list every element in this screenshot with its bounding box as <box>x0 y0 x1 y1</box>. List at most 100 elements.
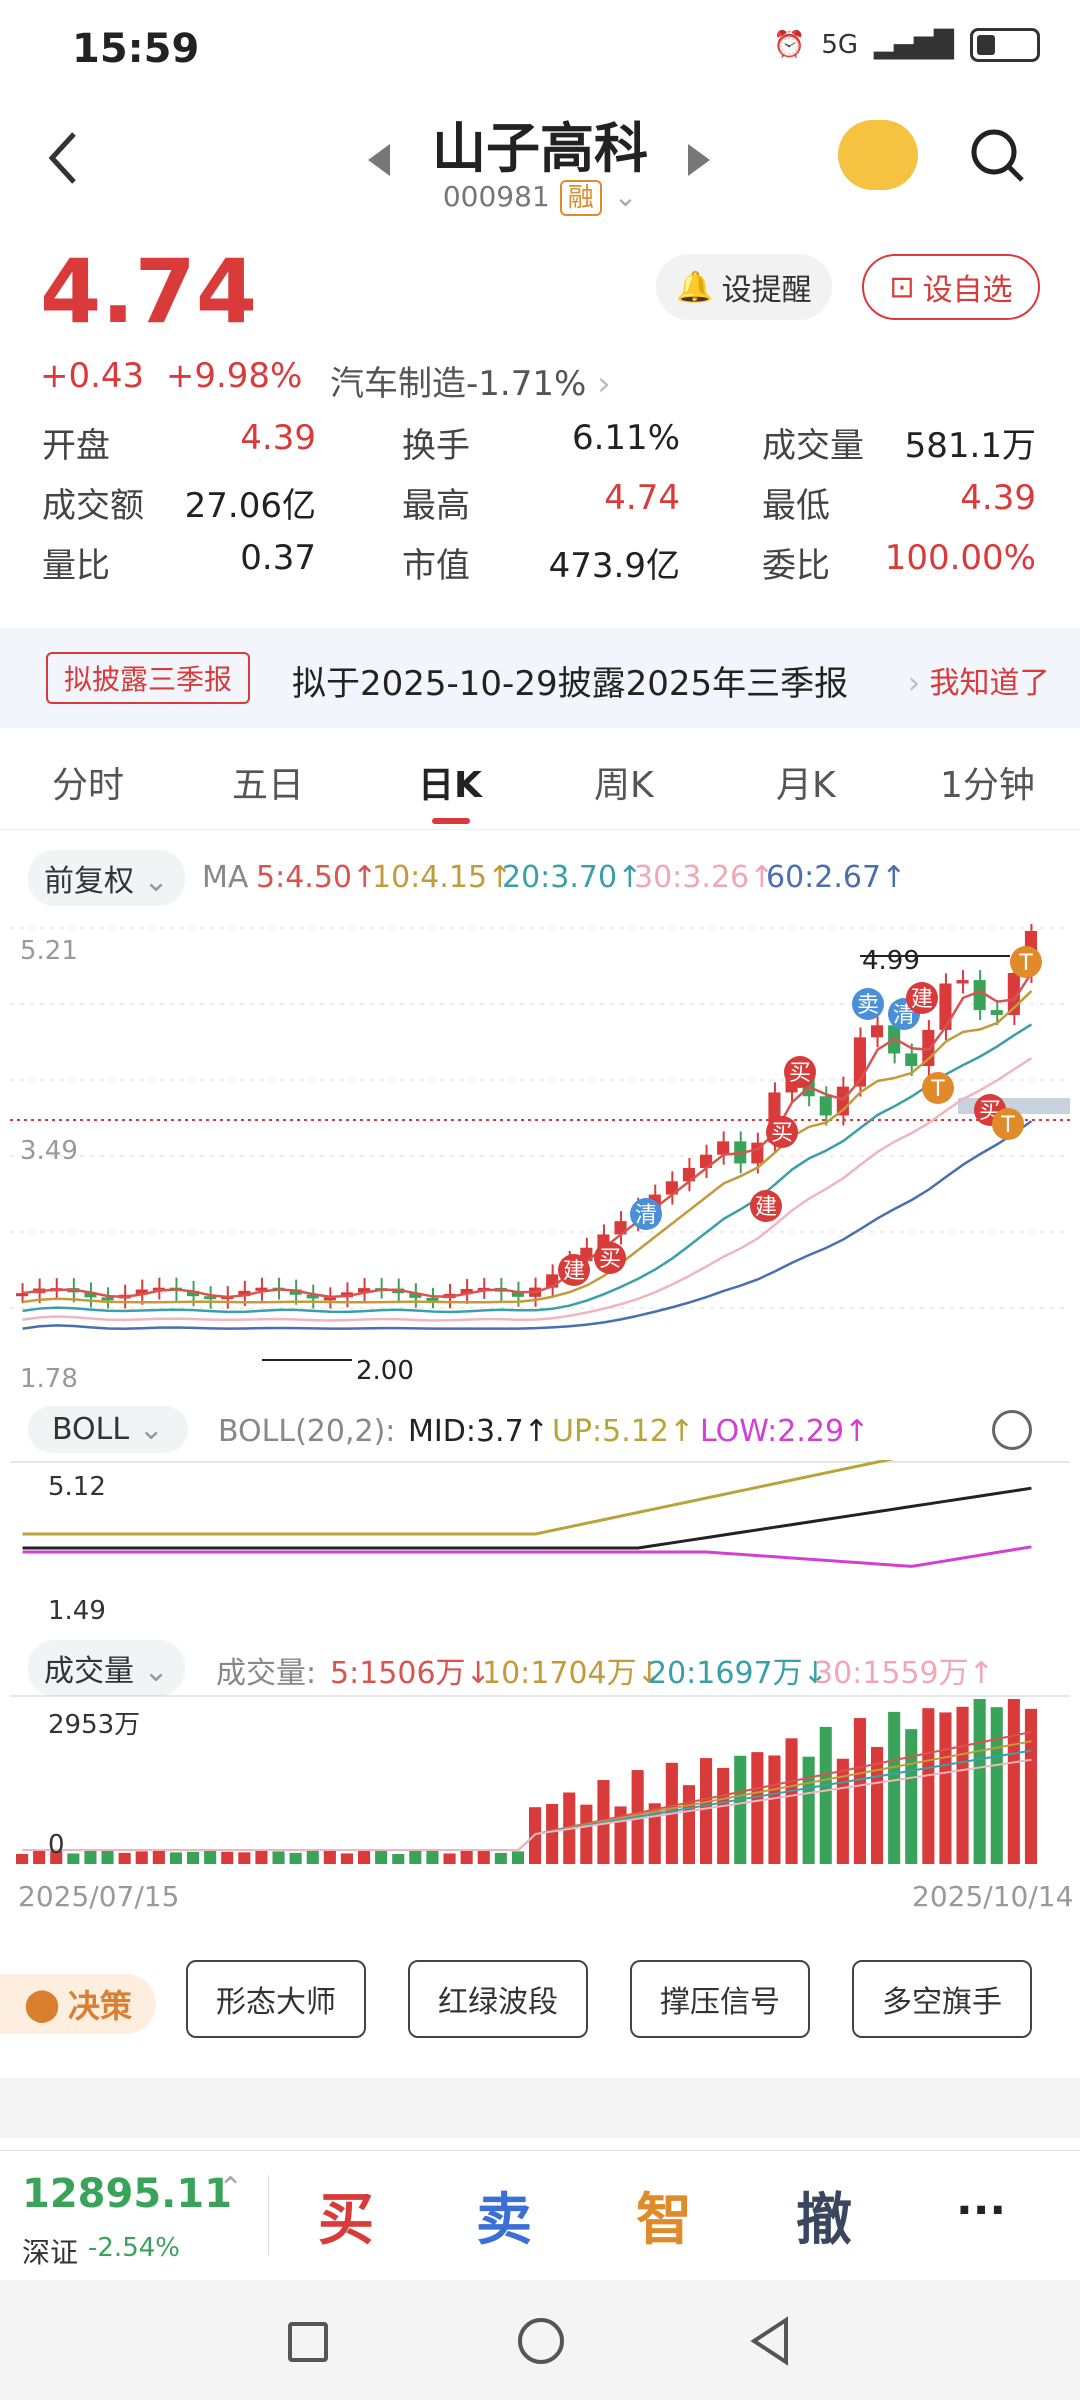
ma10-value: 10:4.15↑ <box>372 860 513 895</box>
tab-minute[interactable]: 1分钟 <box>940 765 1035 806</box>
volume-bar <box>836 1758 849 1864</box>
candle-body <box>358 1288 371 1293</box>
ma-line <box>22 1120 1033 1330</box>
dismiss-link[interactable]: › 我知道了 <box>908 658 1050 702</box>
signal-label: T <box>930 1077 945 1102</box>
recent-apps-icon[interactable] <box>288 2322 328 2362</box>
section-divider <box>0 2078 1080 2138</box>
candle-body <box>409 1293 422 1298</box>
candle-body <box>255 1287 268 1291</box>
candle-body <box>511 1291 524 1297</box>
add-watchlist-button[interactable]: ⊡ 设自选 <box>862 254 1040 320</box>
volume-bar <box>33 1850 46 1864</box>
date-end: 2025/10/14 <box>912 1880 1074 1913</box>
chat-icon: ⊡ <box>889 269 915 305</box>
volume-bar <box>734 1755 747 1864</box>
kline-ytop: 5.21 <box>20 936 78 966</box>
tab-daily-k[interactable]: 日K <box>418 765 482 806</box>
prev-stock-icon[interactable] <box>368 144 390 176</box>
settings-icon[interactable] <box>992 1410 1032 1450</box>
boll-up: UP:5.12↑ <box>552 1414 695 1449</box>
chevron-down-icon[interactable]: ⌄ <box>613 180 638 213</box>
kline-ybot: 1.78 <box>20 1364 78 1394</box>
remind-button[interactable]: 🔔 设提醒 <box>656 254 832 320</box>
back-icon[interactable] <box>44 128 84 188</box>
back-nav-icon[interactable] <box>748 2316 792 2366</box>
status-bar: 15:59 ⏰ 5G ▂▄▆█ <box>0 0 1080 100</box>
sector-link[interactable]: 汽车制造-1.71% › <box>330 356 611 405</box>
boll-ybot: 1.49 <box>48 1596 106 1626</box>
home-icon[interactable] <box>518 2318 564 2364</box>
candle-body <box>990 1010 1003 1015</box>
signal-label: 建 <box>563 1259 585 1284</box>
volume-bar <box>956 1706 969 1864</box>
volume-bar <box>255 1850 268 1864</box>
volume-bar <box>187 1851 200 1864</box>
buy-button[interactable]: 买 <box>318 2188 374 2253</box>
quote-value: 4.39 <box>240 418 316 458</box>
notice-tag: 拟披露三季报 <box>46 652 251 704</box>
volume-bar <box>340 1853 353 1864</box>
signal-marker <box>922 1072 954 1104</box>
signal-label: 卖 <box>857 993 879 1018</box>
boll-legend: BOLL ⌄ BOLL(20,2): MID:3.7↑ UP:5.12↑ LOW… <box>0 1406 1080 1456</box>
chevron-down-icon: ⌄ <box>143 1654 169 1689</box>
volume-bar <box>1007 1699 1020 1864</box>
candle-body <box>238 1290 251 1297</box>
red-green-band-button[interactable]: 红绿波段 <box>408 1960 588 2038</box>
volume-bar <box>785 1738 798 1864</box>
boll-selector[interactable]: BOLL ⌄ <box>28 1406 188 1453</box>
index-pct: -2.54% <box>88 2233 180 2263</box>
chevron-down-icon: ⌄ <box>143 864 169 899</box>
vol10-value: 10:1704万↓ <box>482 1656 662 1691</box>
ma-label: MA <box>202 860 249 895</box>
stock-header: 山子高科 000981 融 ⌄ <box>0 100 1080 220</box>
adjust-selector[interactable]: 前复权 ⌄ <box>28 850 185 906</box>
candle-body <box>905 1053 918 1067</box>
candle-body <box>871 1025 884 1038</box>
bull-bear-flag-button[interactable]: 多空旗手 <box>852 1960 1032 2038</box>
volume-bar <box>888 1711 901 1864</box>
ma60-value: 60:2.67↑ <box>766 860 907 895</box>
volume-bar <box>118 1852 131 1864</box>
boll-low-line <box>22 1545 1032 1568</box>
sell-button[interactable]: 卖 <box>476 2188 532 2253</box>
tab-five-day[interactable]: 五日 <box>232 765 305 806</box>
tab-intraday[interactable]: 分时 <box>52 765 125 806</box>
kline-chart[interactable]: 建买清 建买买卖 清建TT买T <box>0 924 1080 1394</box>
pattern-master-button[interactable]: 形态大师 <box>186 1960 366 2038</box>
volume-label: 成交量 <box>44 1654 134 1689</box>
cancel-order-button[interactable]: 撤 <box>796 2188 852 2253</box>
search-icon[interactable] <box>968 126 1028 186</box>
decision-label: 决策 <box>67 1987 132 2025</box>
volume-bar <box>768 1755 781 1864</box>
volume-chart <box>10 1695 1070 1864</box>
tab-weekly-k[interactable]: 周K <box>594 765 654 806</box>
index-name: 深证 <box>22 2236 79 2269</box>
chevron-up-icon[interactable]: ⌃ <box>218 2171 244 2206</box>
volume-bar <box>460 1850 473 1864</box>
index-value[interactable]: 12895.11 <box>22 2171 233 2217</box>
signal-label: 清 <box>635 1203 657 1228</box>
next-stock-icon[interactable] <box>688 144 710 176</box>
tab-monthly-k[interactable]: 月K <box>776 765 836 806</box>
decision-button[interactable]: ⬤ 决策 <box>0 1974 156 2034</box>
volume-selector[interactable]: 成交量 ⌄ <box>28 1640 185 1696</box>
volume-bar <box>306 1850 319 1864</box>
volume-bar <box>169 1852 182 1864</box>
system-nav-bar <box>0 2280 1080 2400</box>
volume-bar <box>238 1852 251 1864</box>
volume-bar <box>323 1850 336 1864</box>
volume-bar <box>16 1854 29 1864</box>
support-resistance-button[interactable]: 撑压信号 <box>630 1960 810 2038</box>
mascot-icon[interactable] <box>838 120 918 190</box>
smart-button[interactable]: 智 <box>636 2188 692 2253</box>
volume-bar <box>135 1851 148 1864</box>
ma-line <box>22 1057 1033 1322</box>
ma-legend: 前复权 ⌄ MA 5:4.50↑ 10:4.15↑ 20:3.70↑ 30:3.… <box>0 850 1080 906</box>
boll-mid-line <box>22 1486 1032 1550</box>
more-button[interactable]: ··· <box>956 2185 1007 2236</box>
volume-bar <box>751 1752 764 1864</box>
status-time: 15:59 <box>72 26 200 72</box>
signal-marker <box>558 1254 590 1286</box>
